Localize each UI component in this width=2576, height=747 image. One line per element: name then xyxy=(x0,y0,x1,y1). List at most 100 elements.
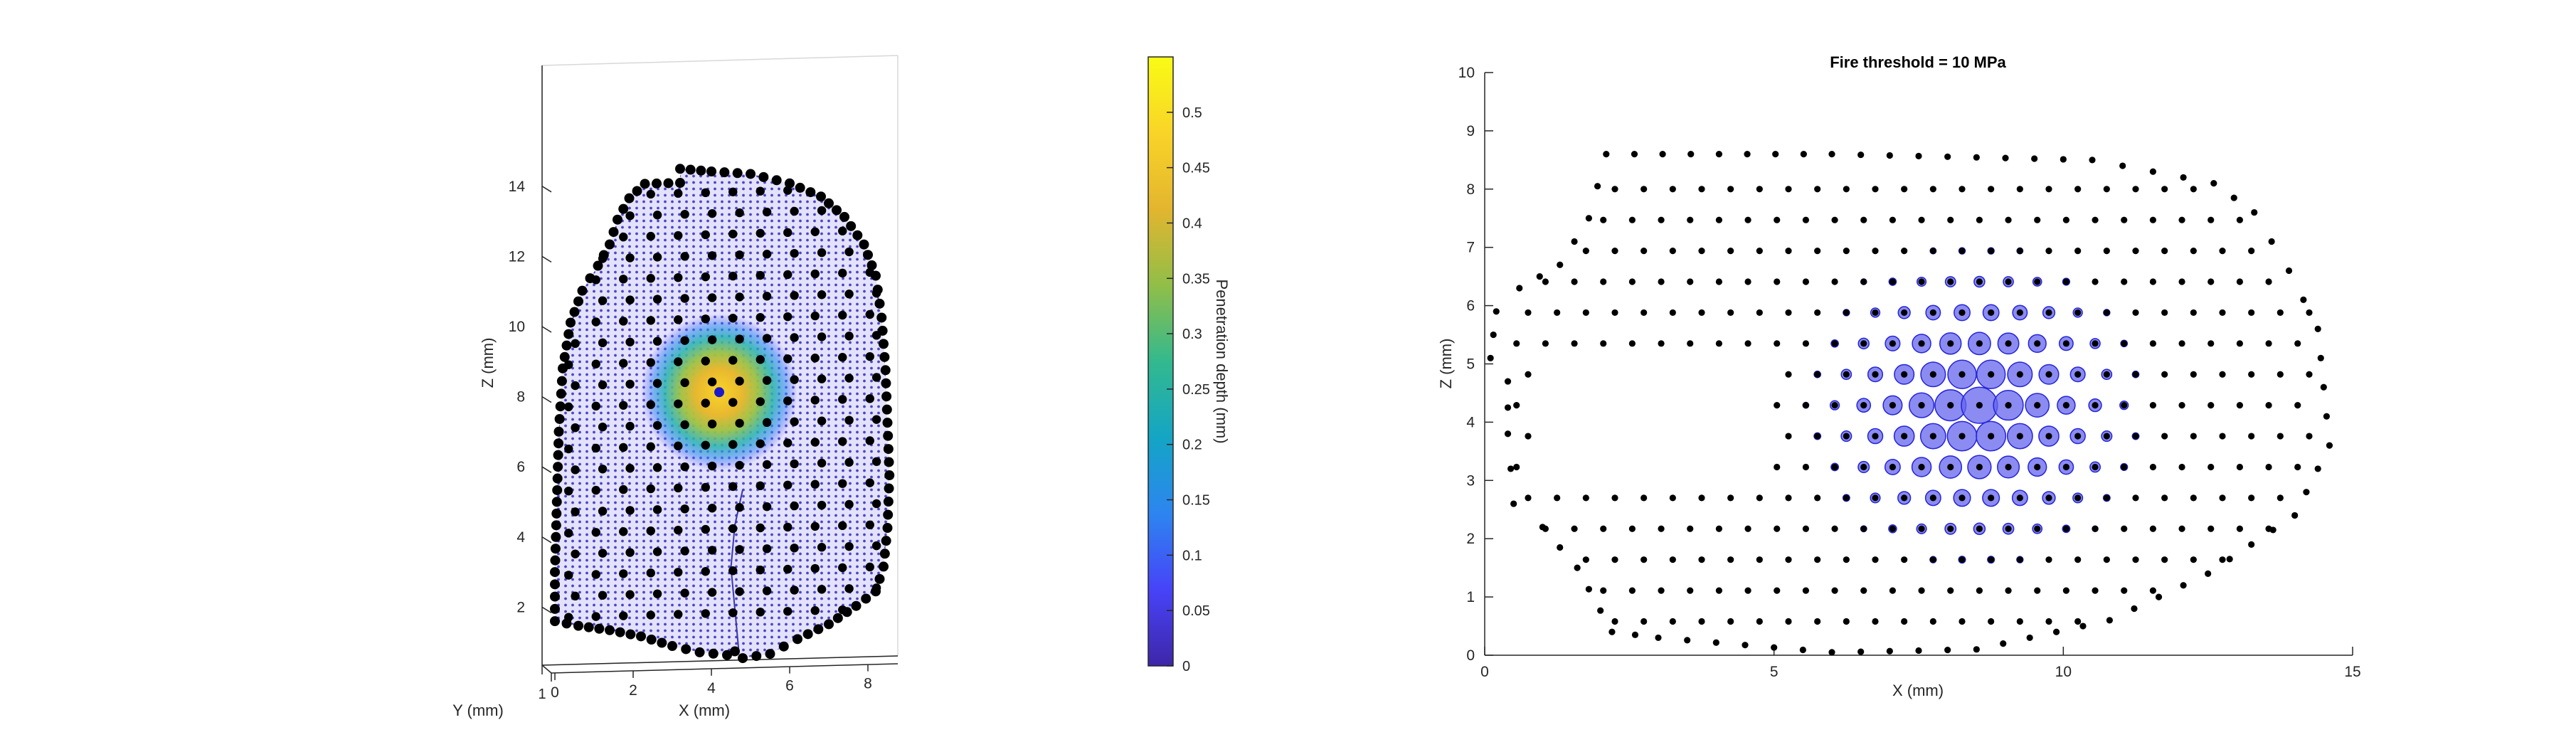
left-3d-plot: 2 4 6 8 10 12 14 0 2 4 6 8 1 Z (mm) X (mm) Y (mm) xyxy=(452,55,899,719)
colorbar-tick-label: 0.35 xyxy=(1182,271,1210,287)
left-node xyxy=(674,231,683,240)
left-boundary-node xyxy=(874,298,885,309)
right-node xyxy=(2074,556,2082,563)
right-node xyxy=(2121,402,2128,409)
left-node xyxy=(783,522,793,532)
right-node xyxy=(1843,186,1850,193)
right-node xyxy=(1655,634,1662,642)
left-boundary-node xyxy=(758,171,769,182)
right-node xyxy=(1611,556,1618,563)
left-node xyxy=(838,479,847,488)
left-node xyxy=(591,570,600,579)
left-node xyxy=(707,588,717,597)
left-node xyxy=(707,546,717,555)
left-node xyxy=(625,337,635,346)
right-node xyxy=(2092,340,2099,347)
left-node xyxy=(756,397,765,406)
right-node xyxy=(1857,151,1865,159)
left-node xyxy=(728,440,738,449)
right-node xyxy=(2121,216,2128,223)
right-node xyxy=(1918,278,1925,285)
right-node xyxy=(2230,194,2237,201)
right-y-ticks: 0 1 2 3 4 5 6 7 8 9 10 xyxy=(1458,65,1493,664)
right-node xyxy=(1493,308,1500,315)
left-node xyxy=(790,291,799,300)
right-node xyxy=(2121,525,2128,532)
left-node xyxy=(762,418,772,428)
right-node xyxy=(2207,340,2215,347)
right-node xyxy=(1947,340,1954,347)
right-node xyxy=(2219,371,2226,378)
right-node xyxy=(2219,248,2226,255)
left-ylabel: Y (mm) xyxy=(452,701,504,719)
left-node xyxy=(646,484,655,494)
left-boundary-node xyxy=(608,227,619,238)
left-node xyxy=(844,457,854,467)
right-node xyxy=(1872,371,1879,378)
right-node xyxy=(1698,618,1705,625)
left-node xyxy=(728,566,738,576)
left-boundary-node xyxy=(566,317,576,328)
right-x-tick-label: 5 xyxy=(1770,664,1779,680)
right-node xyxy=(2248,248,2255,255)
left-node xyxy=(571,507,580,516)
left-node xyxy=(844,247,854,257)
left-node xyxy=(701,567,710,576)
left-node xyxy=(619,275,628,284)
left-node xyxy=(783,354,793,364)
left-node xyxy=(598,507,608,516)
left-node xyxy=(838,395,847,404)
right-node xyxy=(1889,278,1896,285)
left-boundary-node xyxy=(550,555,561,566)
right-node xyxy=(1831,216,1838,223)
right-node xyxy=(1687,525,1694,532)
left-boundary-node xyxy=(874,573,885,584)
left-y-axis xyxy=(541,663,899,682)
left-boundary-node xyxy=(675,178,685,188)
left-boundary-node xyxy=(636,631,646,642)
left-node xyxy=(674,441,683,451)
left-boundary-node xyxy=(667,641,677,652)
left-node xyxy=(646,568,655,578)
left-node xyxy=(652,253,662,262)
hotspot-marker xyxy=(714,387,724,398)
right-node xyxy=(1490,331,1497,339)
right-node xyxy=(2132,433,2139,440)
right-node xyxy=(2016,248,2023,255)
right-node xyxy=(1715,525,1722,532)
right-node xyxy=(1843,371,1850,378)
right-node xyxy=(1600,216,1607,223)
right-node xyxy=(2062,278,2069,285)
left-boundary-node xyxy=(708,648,719,659)
right-node xyxy=(2178,340,2185,347)
right-node xyxy=(2149,525,2156,532)
right-node xyxy=(2251,208,2258,216)
left-boundary-node xyxy=(569,307,580,317)
right-node xyxy=(1744,151,1751,158)
left-node xyxy=(591,443,600,453)
left-x-tick-label: 8 xyxy=(864,676,872,692)
right-node xyxy=(1756,309,1763,317)
colorbar-tick-label: 0 xyxy=(1182,659,1190,674)
right-node xyxy=(1669,618,1676,625)
left-boundary-node xyxy=(879,561,889,572)
right-node xyxy=(1628,340,1636,347)
right-node xyxy=(2132,309,2139,317)
left-boundary-node xyxy=(883,430,894,441)
left-node xyxy=(735,503,744,512)
left-boundary-node xyxy=(605,239,615,250)
left-boundary-node xyxy=(871,270,881,281)
left-node xyxy=(591,612,600,621)
left-node xyxy=(871,499,881,509)
left-boundary-node xyxy=(613,214,622,225)
left-node xyxy=(838,310,847,320)
left-node xyxy=(674,272,683,282)
right-node xyxy=(1831,463,1838,471)
right-node xyxy=(1929,433,1936,440)
left-node xyxy=(571,465,580,475)
left-z-axis xyxy=(541,65,899,666)
left-node xyxy=(756,186,765,196)
left-node xyxy=(728,398,738,407)
right-node xyxy=(1860,587,1867,594)
left-z-ticks: 2 4 6 8 10 12 14 xyxy=(509,179,552,615)
